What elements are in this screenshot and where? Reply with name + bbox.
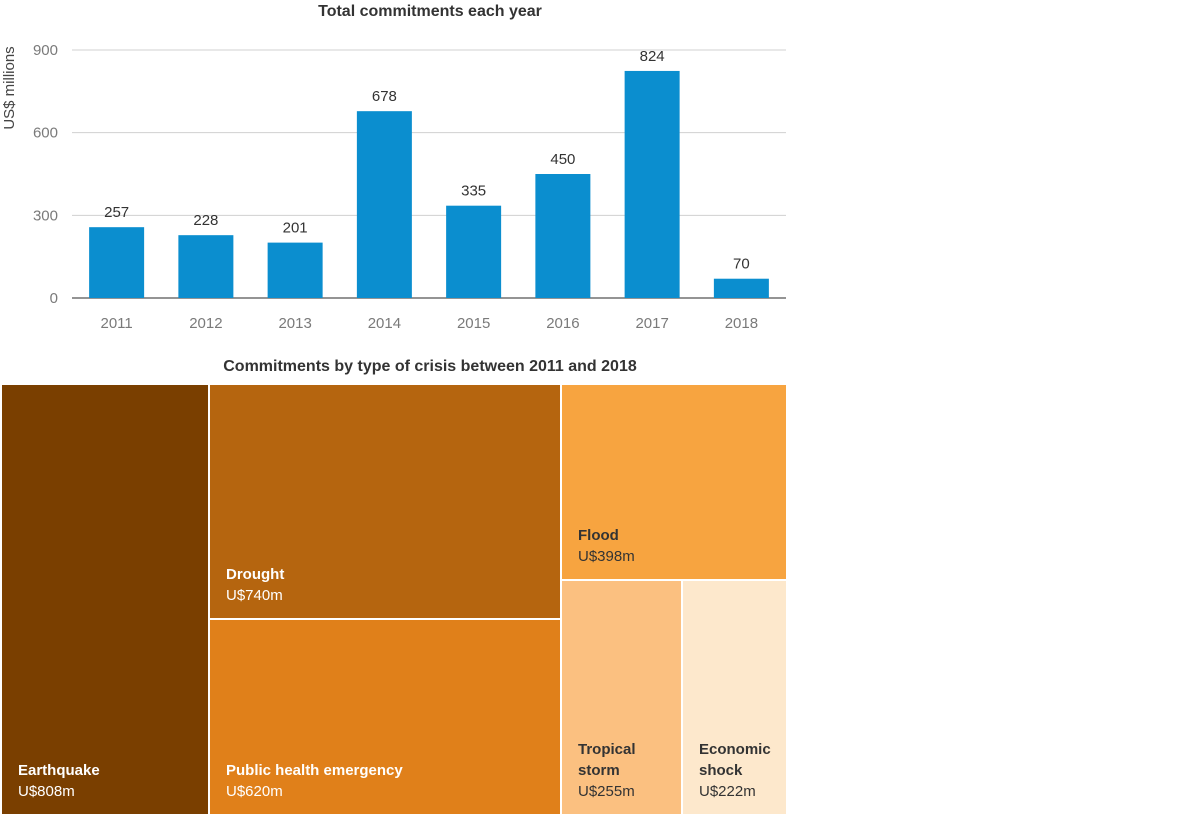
bar-2016 <box>535 174 591 298</box>
bar-2011 <box>89 227 145 298</box>
data-label-2012: 228 <box>193 212 218 229</box>
tile-name: Earthquake <box>18 762 100 779</box>
x-tick-label-2018: 2018 <box>725 315 758 332</box>
data-label-2017: 824 <box>640 48 665 65</box>
x-tick-label-2016: 2016 <box>546 315 579 332</box>
treemap-tile-economic-shock: Economic shock U$222m <box>683 581 786 814</box>
data-label-2016: 450 <box>550 151 575 168</box>
x-tick-label-2015: 2015 <box>457 315 490 332</box>
y-tick-label: 900 <box>33 42 58 59</box>
treemap-tile-public-health-emergency: Public health emergency U$620m <box>210 620 560 814</box>
y-tick-label: 600 <box>33 125 58 142</box>
treemap-tile-tropical-storm: Tropical storm U$255m <box>562 581 681 814</box>
tile-name: Public health emergency <box>226 762 403 779</box>
tile-value: U$740m <box>226 587 283 604</box>
tile-label: Tropical storm U$255m <box>578 739 673 802</box>
bars <box>89 70 769 298</box>
tile-name: Economic shock <box>699 741 771 779</box>
x-tick-label-2014: 2014 <box>368 315 401 332</box>
y-tick-label: 0 <box>50 290 58 307</box>
tile-name: Tropical storm <box>578 741 636 779</box>
tile-label: Public health emergency U$620m <box>226 760 403 802</box>
tile-value: U$808m <box>18 783 75 800</box>
y-axis-title: US$ millions <box>1 46 18 129</box>
data-label-2015: 335 <box>461 183 486 200</box>
treemap-title: Commitments by type of crisis between 20… <box>223 358 637 375</box>
bar-2017 <box>624 70 680 298</box>
tile-name: Flood <box>578 527 619 544</box>
x-tick-label-2012: 2012 <box>189 315 222 332</box>
bar-2014 <box>356 111 412 298</box>
labels: 0 300 600 900 257 2011 228 2012 201 2013 678 2014 33… <box>33 42 758 332</box>
treemap-tile-earthquake: Earthquake U$808m <box>2 385 208 814</box>
bar-chart-title: Total commitments each year <box>318 3 542 20</box>
tile-label: Drought U$740m <box>226 564 284 606</box>
tile-label: Earthquake U$808m <box>18 760 100 802</box>
tile-value: U$222m <box>699 783 756 800</box>
tile-value: U$398m <box>578 548 635 565</box>
bar-2015 <box>446 205 502 298</box>
y-tick-label: 300 <box>33 207 58 224</box>
bar-chart: 0 300 600 900 257 2011 228 2012 201 2013 678 2014 33… <box>1 42 786 332</box>
tile-name: Drought <box>226 566 285 583</box>
data-label-2011: 257 <box>104 204 129 221</box>
treemap-tile-drought: Drought U$740m <box>210 385 560 618</box>
x-tick-label-2013: 2013 <box>278 315 311 332</box>
tile-label: Flood U$398m <box>578 525 635 567</box>
x-tick-label-2017: 2017 <box>635 315 668 332</box>
tile-label: Economic shock U$222m <box>699 739 778 802</box>
bar-2018 <box>713 278 769 298</box>
bar-2012 <box>178 235 234 298</box>
tile-value: U$255m <box>578 783 635 800</box>
data-label-2013: 201 <box>283 220 308 237</box>
bar-2013 <box>267 242 323 298</box>
x-tick-label-2011: 2011 <box>100 315 132 332</box>
data-label-2018: 70 <box>733 256 750 273</box>
data-label-2014: 678 <box>372 88 397 105</box>
tile-value: U$620m <box>226 783 283 800</box>
treemap-tile-flood: Flood U$398m <box>562 385 786 579</box>
